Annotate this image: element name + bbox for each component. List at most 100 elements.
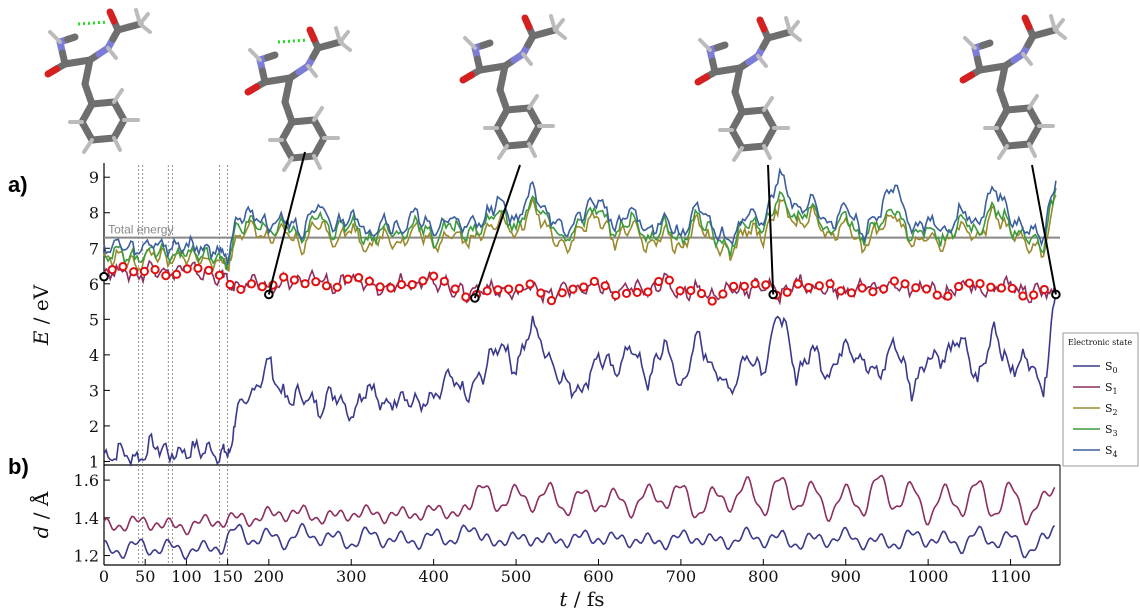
hydrogen-bond	[527, 94, 539, 110]
x-tick-label: 50	[135, 567, 155, 586]
molecule-structures	[44, 8, 1067, 172]
hydrogen-bond	[312, 154, 322, 170]
hop-marker	[686, 285, 696, 296]
bond	[64, 33, 79, 43]
hop-marker	[739, 281, 749, 291]
bond	[283, 118, 296, 135]
hydrogen-bond	[312, 106, 324, 122]
hop-marker	[804, 282, 814, 293]
hop-marker	[589, 276, 599, 286]
hop-marker	[407, 279, 417, 290]
y-tick-label-a: 5	[89, 310, 99, 329]
hop-marker	[846, 288, 857, 298]
hydrogen-bond	[553, 28, 567, 40]
hop-marker	[932, 290, 942, 300]
hop-marker	[1029, 290, 1039, 300]
hop-marker	[879, 284, 889, 294]
hop-marker	[354, 272, 364, 283]
bond	[979, 39, 994, 49]
bond	[498, 106, 511, 123]
y-axis-title-b: d / Å	[28, 491, 53, 538]
y-tick-label-a: 6	[89, 275, 99, 294]
hop-marker	[729, 281, 739, 291]
hop-marker	[782, 287, 792, 297]
molecule-structure-4	[694, 16, 802, 162]
x-tick-label: 400	[418, 567, 449, 586]
y-tick-label-a: 4	[89, 346, 99, 365]
hbond-dotted	[277, 38, 309, 44]
hydrogen-bond	[1049, 14, 1057, 32]
hop-marker	[996, 283, 1007, 293]
hydrogen-bond	[1021, 52, 1033, 66]
hop-marker	[868, 287, 878, 297]
hop-marker	[300, 279, 310, 289]
series-s2-line	[103, 194, 1057, 274]
hop-marker	[975, 279, 985, 289]
bond	[479, 39, 494, 49]
hydrogen-bond	[527, 142, 537, 158]
hop-marker	[964, 278, 974, 288]
bond	[264, 51, 279, 61]
hop-marker	[889, 276, 899, 286]
hop-marker	[836, 286, 846, 296]
hydrogen-bond	[134, 8, 142, 26]
y-tick-label-a: 1	[89, 452, 99, 471]
hydrogen-bond	[248, 48, 262, 62]
snapshot-marker	[99, 271, 109, 282]
hop-marker	[814, 281, 824, 291]
hydrogen-bond	[48, 30, 62, 44]
x-tick-label: 700	[666, 567, 697, 586]
hop-marker	[664, 275, 674, 285]
x-tick-label: 900	[830, 567, 861, 586]
hop-marker	[654, 276, 664, 287]
x-axis-title: t / fs	[559, 587, 604, 611]
hop-marker	[279, 272, 289, 282]
hydrogen-bond	[282, 156, 294, 172]
bond	[44, 65, 60, 78]
hydrogen-bond	[756, 54, 768, 68]
hop-marker	[943, 291, 953, 301]
panel-label-b: b)	[8, 454, 29, 479]
hop-marker	[396, 279, 407, 290]
hydrogen-bond	[698, 38, 712, 52]
x-tick-label: 0	[99, 567, 109, 586]
hop-marker	[750, 279, 760, 289]
molecule-structure-2	[244, 26, 352, 172]
hop-marker	[675, 286, 685, 296]
snapshot-connectors	[267, 151, 1057, 299]
y-tick-label-a: 8	[89, 204, 99, 223]
series-s0-line	[103, 290, 1057, 468]
bond	[106, 8, 118, 25]
hop-marker	[439, 276, 449, 286]
hop-marker	[182, 264, 192, 274]
hop-marker	[986, 282, 996, 292]
molecule-structure-5	[959, 14, 1067, 160]
hop-marker	[825, 279, 835, 289]
hop-marker	[696, 288, 707, 299]
y-tick-label-a: 3	[89, 381, 99, 400]
hop-marker	[921, 284, 932, 294]
hop-marker	[150, 265, 160, 275]
hop-marker	[1018, 291, 1028, 301]
hop-marker	[461, 292, 471, 302]
hop-marker	[632, 287, 642, 298]
hop-marker	[557, 288, 567, 298]
hop-marker	[707, 296, 717, 306]
hop-marker	[193, 263, 203, 273]
hop-marker	[579, 282, 589, 292]
y-tick-label-a: 7	[89, 239, 99, 258]
x-tick-label: 300	[336, 567, 367, 586]
x-tick-label: 150	[212, 567, 243, 586]
hop-marker	[321, 281, 332, 291]
snapshot-connector-line	[267, 151, 306, 295]
hop-marker	[643, 287, 653, 297]
hydrogen-bond	[138, 22, 152, 34]
bond	[521, 14, 533, 31]
x-tick-label: 200	[254, 567, 285, 586]
hydrogen-bond	[106, 46, 118, 60]
legend-box	[1062, 332, 1139, 467]
hydrogen-bond	[788, 30, 802, 42]
hydrogen-bond	[82, 138, 94, 154]
hop-marker	[257, 282, 267, 292]
